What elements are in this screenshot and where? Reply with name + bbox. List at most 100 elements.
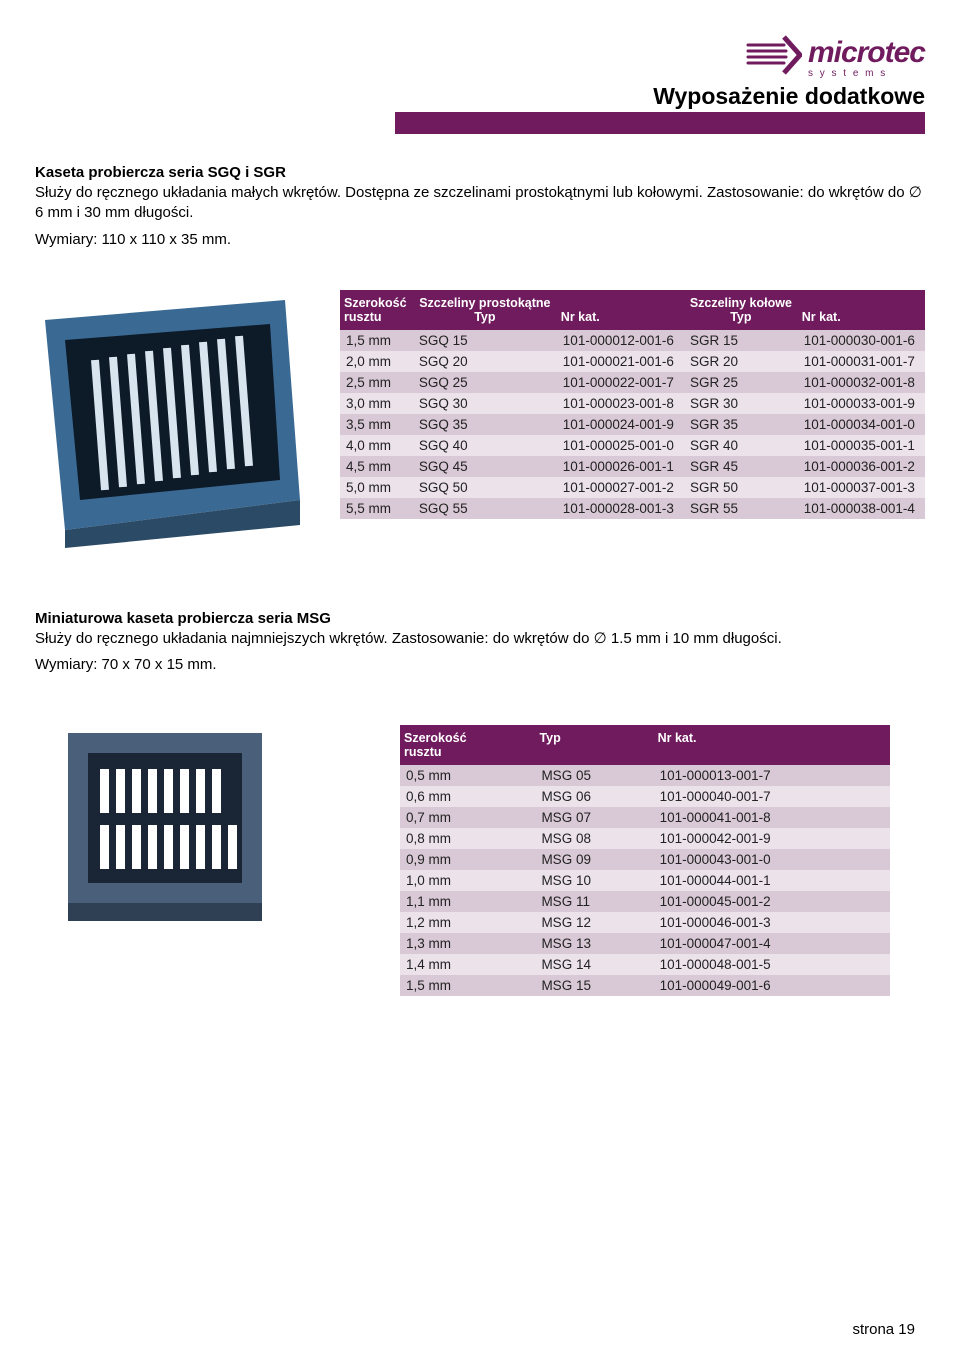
th-kat-rect: Nr kat.: [557, 290, 684, 330]
table-cell: 1,5 mm: [400, 975, 535, 996]
table-cell: SGQ 15: [413, 330, 557, 351]
table-cell: 0,5 mm: [400, 765, 535, 786]
section2-title: Miniaturowa kaseta probiercza seria MSG: [35, 610, 925, 627]
table-cell: 101-000021-001-6: [557, 351, 684, 372]
table-cell: 101-000038-001-4: [798, 498, 925, 519]
logo-mark-icon: [746, 35, 802, 79]
table-cell: 5,5 mm: [340, 498, 413, 519]
logo-text-block: microtec s y s t e m s: [808, 36, 925, 79]
th-kat-circ: Nr kat.: [798, 290, 925, 330]
table-cell: 101-000032-001-8: [798, 372, 925, 393]
section-msg: Miniaturowa kaseta probiercza seria MSG …: [35, 610, 925, 997]
table-cell: 101-000024-001-9: [557, 414, 684, 435]
th2-kat: Nr kat.: [654, 725, 890, 765]
table-sgq-sgr: Szerokość rusztu Szczeliny prostokątne T…: [340, 290, 925, 519]
table-cell: 101-000023-001-8: [557, 393, 684, 414]
table-cell: 101-000042-001-9: [654, 828, 890, 849]
table-cell: 101-000041-001-8: [654, 807, 890, 828]
table-cell: 101-000028-001-3: [557, 498, 684, 519]
table-row: 0,8 mmMSG 08101-000042-001-9: [400, 828, 890, 849]
table-cell: 101-000048-001-5: [654, 954, 890, 975]
table-cell: 4,0 mm: [340, 435, 413, 456]
table-row: 0,9 mmMSG 09101-000043-001-0: [400, 849, 890, 870]
cassette-image-small: [60, 725, 270, 925]
table-cell: MSG 14: [535, 954, 653, 975]
table-cell: 101-000022-001-7: [557, 372, 684, 393]
table-cell: SGR 45: [684, 456, 798, 477]
table-cell: MSG 08: [535, 828, 653, 849]
table-cell: 101-000043-001-0: [654, 849, 890, 870]
table-row: 1,0 mmMSG 10101-000044-001-1: [400, 870, 890, 891]
table-cell: SGQ 20: [413, 351, 557, 372]
table-cell: 1,3 mm: [400, 933, 535, 954]
table-cell: SGQ 30: [413, 393, 557, 414]
table-cell: 3,0 mm: [340, 393, 413, 414]
table-cell: MSG 11: [535, 891, 653, 912]
table-cell: 101-000033-001-9: [798, 393, 925, 414]
table-cell: SGQ 45: [413, 456, 557, 477]
page-number: strona 19: [852, 1321, 915, 1338]
table-cell: 101-000040-001-7: [654, 786, 890, 807]
table-cell: MSG 13: [535, 933, 653, 954]
table-cell: 101-000025-001-0: [557, 435, 684, 456]
section-sgq-sgr: Kaseta probiercza seria SGQ i SGR Służy …: [35, 164, 925, 550]
cassette-image-large: [35, 290, 310, 550]
section1-text1: Służy do ręcznego układania małych wkręt…: [35, 183, 925, 224]
section1-title: Kaseta probiercza seria SGQ i SGR: [35, 164, 925, 181]
table-msg: Szerokość rusztu Typ Nr kat. 0,5: [400, 725, 890, 996]
th-typ-rect: Szczeliny prostokątne Typ: [413, 290, 557, 330]
table-row: 1,3 mmMSG 13101-000047-001-4: [400, 933, 890, 954]
table-cell: MSG 06: [535, 786, 653, 807]
table-cell: SGR 25: [684, 372, 798, 393]
th-width: Szerokość rusztu: [340, 290, 413, 330]
table-cell: 101-000036-001-2: [798, 456, 925, 477]
table-cell: SGR 15: [684, 330, 798, 351]
section2-text2: Wymiary: 70 x 70 x 15 mm.: [35, 655, 925, 675]
table-cell: 1,5 mm: [340, 330, 413, 351]
table-cell: 101-000012-001-6: [557, 330, 684, 351]
table-cell: 101-000030-001-6: [798, 330, 925, 351]
table-cell: MSG 10: [535, 870, 653, 891]
title-underline: [395, 112, 925, 134]
table-cell: 0,8 mm: [400, 828, 535, 849]
table-cell: SGQ 55: [413, 498, 557, 519]
table-cell: 1,2 mm: [400, 912, 535, 933]
logo-row: microtec s y s t e m s: [35, 35, 925, 79]
table-cell: 101-000049-001-6: [654, 975, 890, 996]
table-cell: 0,6 mm: [400, 786, 535, 807]
logo: microtec s y s t e m s: [746, 35, 925, 79]
table-cell: MSG 07: [535, 807, 653, 828]
section2-text1: Służy do ręcznego układania najmniejszyc…: [35, 629, 925, 649]
table-row: 4,0 mmSGQ 40101-000025-001-0SGR 40101-00…: [340, 435, 925, 456]
table-row: 2,5 mmSGQ 25101-000022-001-7SGR 25101-00…: [340, 372, 925, 393]
section1-text2: Wymiary: 110 x 110 x 35 mm.: [35, 230, 925, 250]
table-cell: 101-000013-001-7: [654, 765, 890, 786]
table-cell: 1,1 mm: [400, 891, 535, 912]
table-cell: 5,0 mm: [340, 477, 413, 498]
table-cell: SGR 20: [684, 351, 798, 372]
table-cell: 0,9 mm: [400, 849, 535, 870]
table-row: 4,5 mmSGQ 45101-000026-001-1SGR 45101-00…: [340, 456, 925, 477]
table-cell: 4,5 mm: [340, 456, 413, 477]
table-row: 2,0 mmSGQ 20101-000021-001-6SGR 20101-00…: [340, 351, 925, 372]
table-cell: 101-000026-001-1: [557, 456, 684, 477]
table-cell: 101-000046-001-3: [654, 912, 890, 933]
table-row: 1,5 mmMSG 15101-000049-001-6: [400, 975, 890, 996]
th2-width: Szerokość rusztu: [400, 725, 535, 765]
table-row: 0,6 mmMSG 06101-000040-001-7: [400, 786, 890, 807]
table-cell: 101-000034-001-0: [798, 414, 925, 435]
table-row: 1,5 mmSGQ 15101-000012-001-6SGR 15101-00…: [340, 330, 925, 351]
table-cell: SGR 35: [684, 414, 798, 435]
table-cell: 101-000035-001-1: [798, 435, 925, 456]
table-cell: 101-000045-001-2: [654, 891, 890, 912]
table-row: 5,0 mmSGQ 50101-000027-001-2SGR 50101-00…: [340, 477, 925, 498]
table-cell: 1,4 mm: [400, 954, 535, 975]
table-cell: 101-000044-001-1: [654, 870, 890, 891]
table-cell: 3,5 mm: [340, 414, 413, 435]
table-cell: MSG 15: [535, 975, 653, 996]
table-cell: SGR 30: [684, 393, 798, 414]
table-cell: 1,0 mm: [400, 870, 535, 891]
table-cell: 2,0 mm: [340, 351, 413, 372]
table-row: 5,5 mmSGQ 55101-000028-001-3SGR 55101-00…: [340, 498, 925, 519]
table-cell: 101-000027-001-2: [557, 477, 684, 498]
